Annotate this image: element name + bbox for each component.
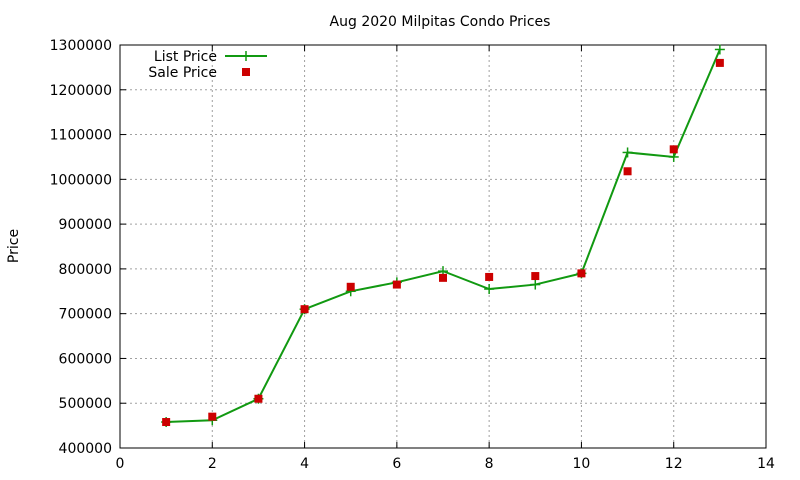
sale-price-point [485, 272, 494, 281]
list-price-point [484, 284, 495, 295]
list-price-point [714, 44, 725, 55]
list-price-point [530, 279, 541, 290]
y-tick-label: 1200000 [50, 83, 112, 99]
sale-price-point [346, 282, 355, 291]
y-tick-label: 1300000 [50, 38, 112, 54]
x-tick-label: 0 [116, 456, 125, 472]
grid-lines [120, 45, 766, 448]
sale-price-point [300, 305, 309, 314]
x-tick-label: 14 [757, 456, 775, 472]
series [161, 44, 725, 428]
sale-price-point [392, 280, 401, 289]
list-price-point [622, 147, 633, 158]
chart-title: Aug 2020 Milpitas Condo Prices [330, 14, 551, 30]
sale-price-point [623, 167, 632, 176]
axis-ticks [119, 44, 767, 449]
sale-price-point [531, 272, 540, 281]
x-tick-label: 6 [392, 456, 401, 472]
sale-price-point [254, 394, 263, 403]
y-tick-label: 1100000 [50, 128, 112, 144]
x-tick-label: 4 [300, 456, 309, 472]
sale-price-point [208, 412, 217, 421]
tick-labels: 0 2 4 6 8 10 12 14 400000 500000 600000 700000 80000… [50, 38, 775, 472]
list-price-line [166, 49, 721, 424]
sale-price-point [715, 58, 724, 67]
sale-price-point [162, 418, 171, 427]
y-tick-label: 400000 [59, 441, 112, 457]
legend-cross-swatch [241, 51, 251, 61]
y-tick-label: 600000 [59, 351, 112, 367]
legend-label: Sale Price [148, 65, 217, 81]
x-tick-label: 10 [573, 456, 591, 472]
x-tick-label: 2 [208, 456, 217, 472]
y-tick-label: 500000 [59, 396, 112, 412]
plot-frame [119, 44, 767, 449]
y-tick-label: 700000 [59, 307, 112, 323]
sale-price-point [439, 273, 447, 282]
list-price-point [668, 151, 679, 162]
y-tick-label: 900000 [59, 217, 112, 233]
sale-price-point [669, 145, 678, 154]
x-tick-label: 8 [485, 456, 494, 472]
y-axis-title: Price [6, 229, 22, 263]
x-tick-label: 12 [665, 456, 683, 472]
y-tick-label: 800000 [59, 262, 112, 278]
legend-label: List Price [154, 49, 217, 65]
legend-square-swatch [242, 68, 250, 76]
y-tick-label: 1000000 [50, 172, 112, 188]
sale-price-point [577, 269, 586, 278]
